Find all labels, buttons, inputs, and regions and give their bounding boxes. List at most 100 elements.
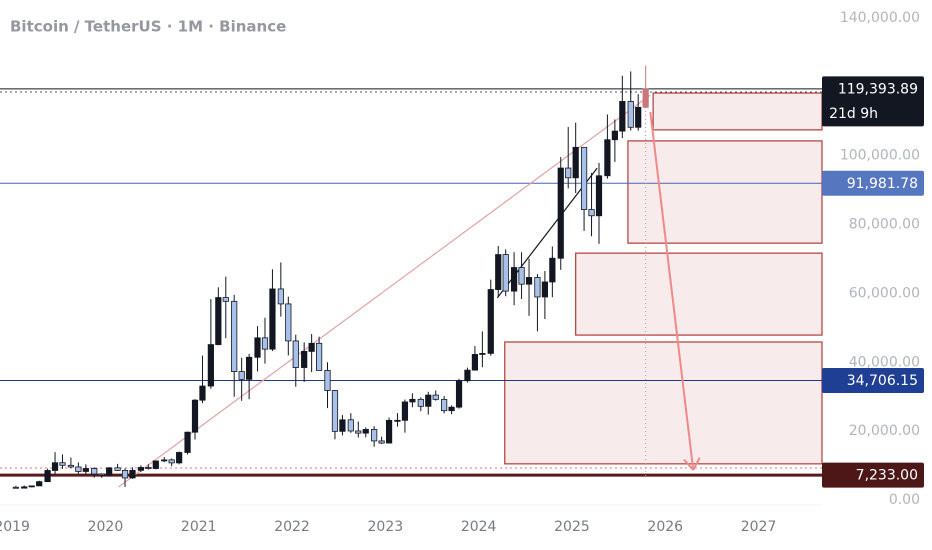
x-tick-label: 2026 [647,519,683,535]
candle-body [285,303,292,342]
candle-body [455,380,463,408]
x-tick-label: 2024 [461,519,497,535]
zone-box [575,252,823,336]
candle-body [36,481,43,487]
candle-body [339,419,346,432]
candle-body [152,460,159,469]
candle-body [184,431,191,453]
candle-body [51,462,59,471]
candle-body [495,254,502,290]
plot-area [0,65,823,489]
candle-body [254,337,261,358]
x-tick-label: 2027 [741,519,777,535]
x-tick-label: 2019 [0,519,30,535]
candle-body [604,139,611,177]
candle-body [502,254,509,292]
arrow-head [692,457,701,471]
x-tick-label: 2022 [274,519,310,535]
candle-body [425,394,432,407]
x-tick-label: 2023 [368,519,404,535]
candle-body [222,297,229,302]
candle-body [595,175,603,217]
price-label-box [822,462,924,488]
candle-body [91,468,98,475]
candle-body [315,342,323,371]
candle-body [432,394,439,400]
candle-body [199,385,206,401]
y-tick-label: 0.00 [889,492,920,508]
trend-line [118,94,651,488]
candle-body [98,473,105,476]
candle-body [534,277,541,298]
candle-body [611,130,618,141]
y-tick-label: 140,000.00 [840,10,920,26]
candle-body [215,297,222,345]
candle-body [137,467,144,471]
candle-body [292,340,299,368]
price-label: 34,706.15 [847,373,918,389]
candle-body [362,429,369,434]
candle-body [371,429,378,442]
x-tick-label: 2021 [181,519,217,535]
price-label: 91,981.78 [847,176,918,192]
candle-body [75,466,82,472]
arrow-line [649,111,695,471]
price-label-box [822,76,924,127]
candle-body [21,486,28,489]
candle-body [580,146,588,210]
candle-body [642,88,649,108]
candle-body [44,470,51,483]
price-label: 119,393.89 [838,81,918,97]
y-tick-label: 60,000.00 [849,285,920,301]
candle-body [59,462,66,466]
x-tick-label: 2020 [88,519,124,535]
candle-body [308,342,315,352]
y-tick-label: 80,000.00 [849,217,920,233]
candle-body [301,350,308,368]
candle-body [525,277,533,285]
candle-body [191,399,199,433]
zone-box [504,341,823,465]
countdown-label: 21d 9h [829,106,878,122]
candle-body [378,440,385,444]
candle-body [510,267,518,292]
chart-title: Bitcoin / TetherUS · 1M · Binance [10,18,286,36]
price-label-box [822,170,924,196]
candle-body [176,452,183,464]
candle-body [588,209,595,217]
price-label: 7,233.00 [856,468,918,484]
candle-body [269,288,276,350]
candle-body [471,354,479,371]
candle-body [409,398,416,403]
candle-body [82,468,89,472]
candle-body [448,406,455,412]
candle-body [619,101,626,132]
price-axis: 0.00 20,000.00 40,000.00 60,000.00 80,000.00… [822,10,924,508]
y-tick-label: 100,000.00 [840,148,920,164]
candle-body [331,390,339,432]
x-tick-label: 2025 [554,519,590,535]
candle-body [557,167,564,259]
candle-body [635,106,642,128]
candle-body [518,267,525,285]
candle-body [417,398,424,407]
candle-body [261,337,269,350]
candle-body [572,146,579,179]
candle-body [347,419,354,432]
zone-box [627,140,823,244]
candle-body [541,281,548,298]
candle-body [161,459,168,462]
candle-body [129,469,136,479]
candle-body [464,369,471,382]
arrow-head [683,458,694,471]
candle-body [627,101,634,128]
candle-body [324,370,331,391]
y-tick-label: 40,000.00 [849,354,920,370]
candle-body [441,398,448,412]
candle-body [28,485,35,488]
candle-body [479,352,486,355]
candle-body [106,467,113,476]
candle-body [207,344,214,387]
candle-body [549,257,556,283]
